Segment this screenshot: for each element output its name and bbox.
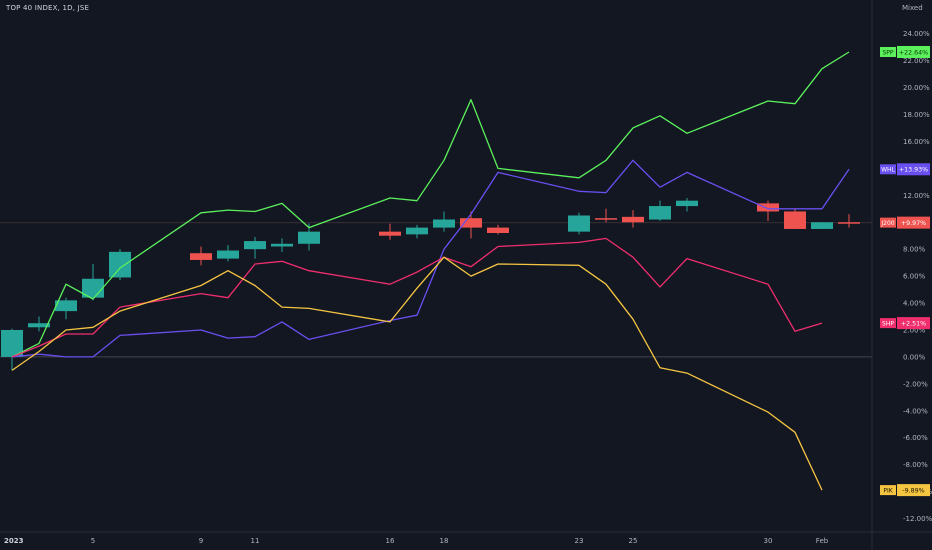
x-tick-label: Feb bbox=[816, 537, 829, 545]
x-tick-label: 23 bbox=[575, 537, 584, 545]
series-line-spp bbox=[11, 51, 850, 358]
y-tick-label: -6.00% bbox=[903, 434, 928, 442]
series-tag-label: SPP bbox=[882, 49, 893, 56]
price-badge-value: +22.64% bbox=[899, 49, 928, 56]
candle-body bbox=[28, 323, 50, 328]
series-tag-label: WHL bbox=[881, 167, 895, 174]
candle-body bbox=[244, 241, 266, 250]
candle-body bbox=[622, 216, 644, 223]
candle-body bbox=[1, 329, 23, 357]
chart-title: TOP 40 INDEX, 1D, JSE bbox=[6, 4, 90, 12]
candle-body bbox=[55, 300, 77, 312]
candle-body bbox=[676, 200, 698, 207]
y-tick-label: 16.00% bbox=[903, 138, 930, 146]
price-badge-shp bbox=[897, 317, 930, 330]
y-tick-label: -4.00% bbox=[903, 407, 928, 415]
y-tick-label: -8.00% bbox=[903, 461, 928, 469]
candle-body bbox=[568, 215, 590, 232]
series-tag-shp bbox=[880, 318, 896, 329]
y-tick-label: 20.00% bbox=[903, 84, 930, 92]
candle-body bbox=[784, 211, 806, 229]
x-tick-label: 11 bbox=[251, 537, 260, 545]
y-tick-label: 2.00% bbox=[903, 326, 926, 334]
price-scale-mode[interactable]: Mixed bbox=[902, 4, 923, 12]
candle-body bbox=[649, 206, 671, 220]
series-tag-label: J200 bbox=[880, 220, 894, 227]
y-tick-label: 18.00% bbox=[903, 111, 930, 119]
series-tag-j200 bbox=[880, 217, 896, 228]
candle-body bbox=[757, 203, 779, 212]
series-tag-label: SHP bbox=[882, 321, 894, 328]
series-tag-whl bbox=[880, 164, 896, 175]
price-badge-whl bbox=[897, 163, 930, 176]
y-tick-label: 8.00% bbox=[903, 246, 926, 254]
candle-body bbox=[271, 243, 293, 247]
candle-body bbox=[487, 227, 509, 234]
price-badge-pik bbox=[897, 484, 930, 497]
price-badge-j200 bbox=[897, 216, 930, 229]
candle-body bbox=[190, 253, 212, 260]
candle-body bbox=[811, 222, 833, 229]
x-tick-label: 9 bbox=[199, 537, 203, 545]
series-tag-pik bbox=[880, 485, 896, 496]
candle-body bbox=[109, 251, 131, 278]
series-tag-spp bbox=[880, 46, 896, 57]
y-tick-label: 4.00% bbox=[903, 300, 926, 308]
x-tick-label: 30 bbox=[764, 537, 773, 545]
y-tick-label: 12.00% bbox=[903, 192, 930, 200]
price-badge-value: -9.89% bbox=[902, 488, 924, 495]
series-tag-label: PIK bbox=[883, 488, 893, 495]
price-badge-value: +9.97% bbox=[901, 220, 926, 227]
x-tick-label: 18 bbox=[440, 537, 449, 545]
candle-body bbox=[460, 218, 482, 228]
x-tick-label: 5 bbox=[91, 537, 95, 545]
series-line-pik bbox=[11, 256, 823, 491]
x-tick-label: 16 bbox=[386, 537, 395, 545]
candle-body bbox=[298, 231, 320, 244]
x-tick-label: 25 bbox=[629, 537, 638, 545]
series-line-shp bbox=[11, 237, 823, 358]
price-badge-spp bbox=[897, 45, 930, 58]
y-tick-label: -12.00% bbox=[903, 515, 932, 523]
candle-body bbox=[406, 227, 428, 235]
y-tick-label: 22.00% bbox=[903, 57, 930, 65]
price-badge-value: +2.51% bbox=[901, 321, 926, 328]
y-tick-label: 24.00% bbox=[903, 30, 930, 38]
y-tick-label: -2.00% bbox=[903, 380, 928, 388]
price-badge-value: +13.93% bbox=[899, 167, 928, 174]
candle-body bbox=[217, 250, 239, 259]
candle-body bbox=[433, 219, 455, 228]
y-tick-label: 0.00% bbox=[903, 353, 926, 361]
x-tick-label: 2023 bbox=[4, 537, 24, 545]
series-line-whl bbox=[11, 159, 850, 358]
y-tick-label: 6.00% bbox=[903, 273, 926, 281]
candle-body bbox=[595, 218, 617, 220]
candle-body bbox=[379, 231, 401, 236]
candle-body bbox=[838, 222, 860, 224]
